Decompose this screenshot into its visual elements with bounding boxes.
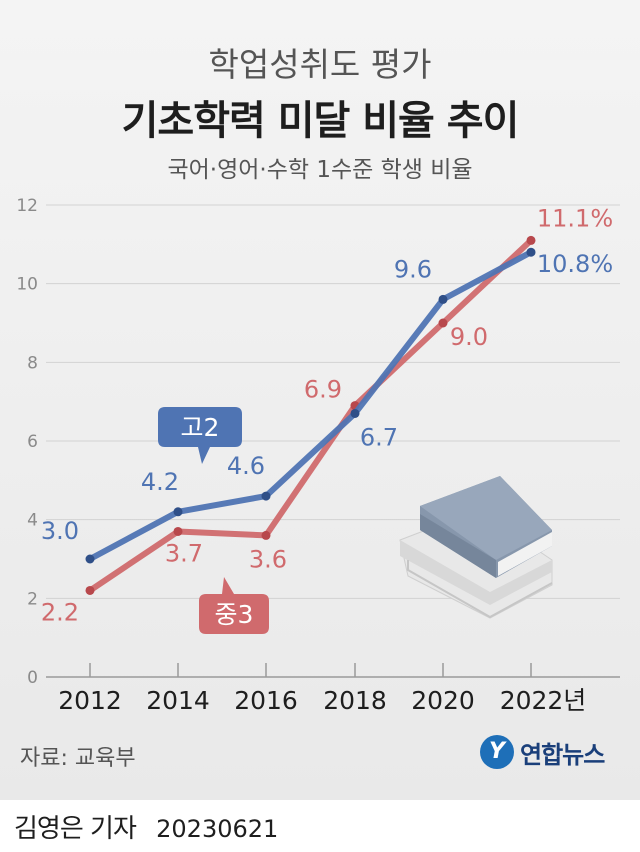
source-note: 자료: 교육부	[20, 746, 136, 771]
data-point-high	[438, 294, 448, 304]
data-label-middle: 9.0	[450, 323, 488, 351]
agency-logo: Y 연합뉴스	[480, 732, 605, 772]
legend-high: 고2	[158, 407, 242, 464]
data-label-high: 10.8%	[537, 250, 613, 278]
y-tick-label: 0	[27, 668, 38, 688]
data-label-high: 6.7	[360, 423, 398, 451]
data-point-high	[526, 247, 536, 257]
x-tick-label: 2018	[323, 686, 387, 715]
data-point-high	[261, 491, 271, 501]
data-point-high	[350, 408, 360, 418]
data-point-middle	[85, 585, 95, 595]
x-axis-ticks: 2012 2014 2016 2018 2020 2022년	[58, 686, 586, 715]
data-label-high: 4.2	[141, 468, 179, 496]
x-tick-label: 2012	[58, 686, 122, 715]
y-tick-label: 6	[27, 432, 38, 452]
y-tick-label: 4	[27, 511, 38, 531]
data-label-middle: 11.1%	[537, 204, 613, 232]
infographic-card: 학업성취도 평가 기초학력 미달 비율 추이 국어·영어·수학 1수준 학생 비…	[0, 0, 640, 800]
data-point-middle	[438, 318, 448, 328]
publish-date: 20230621	[156, 815, 279, 843]
y-axis-ticks: 0 2 4 6 8 10 12	[16, 196, 38, 688]
reporter-name: 김영은 기자	[14, 814, 137, 844]
y-tick-label: 12	[16, 196, 38, 216]
data-label-high: 3.0	[41, 517, 79, 545]
data-label-high: 4.6	[227, 452, 265, 480]
y-tick-label: 10	[16, 275, 38, 295]
data-point-middle	[526, 235, 536, 245]
legend-high-label: 고2	[181, 413, 220, 442]
data-label-middle: 2.2	[41, 598, 79, 626]
data-point-high	[173, 507, 183, 517]
line-chart: 0 2 4 6 8 10 12 2012 2014 2016 2018 2020 2022년 고2 중…	[16, 196, 620, 715]
logo-text: 연합뉴스	[520, 740, 605, 769]
series-line-middle	[87, 237, 534, 594]
data-point-high	[85, 554, 95, 564]
data-label-middle: 6.9	[304, 376, 342, 404]
chart-title: 기초학력 미달 비율 추이	[121, 98, 520, 144]
data-label-middle: 3.7	[165, 539, 203, 567]
x-tick-label: 2020	[411, 686, 475, 715]
y-tick-label: 2	[27, 589, 38, 609]
chart-subtitle: 국어·영어·수학 1수준 학생 비율	[167, 157, 473, 183]
data-point-middle	[261, 530, 271, 540]
data-point-middle	[173, 526, 183, 536]
y-tick-label: 8	[27, 353, 38, 373]
byline: 김영은 기자 20230621	[14, 808, 278, 845]
legend-middle: 중3	[199, 577, 269, 634]
data-label-high: 9.6	[394, 255, 432, 283]
series-lines	[85, 235, 536, 595]
logo-mark: Y	[480, 735, 514, 769]
supertitle: 학업성취도 평가	[208, 45, 432, 84]
x-tick-label: 2016	[234, 686, 298, 715]
x-tick-label: 2022년	[500, 686, 587, 715]
x-axis-tick-marks	[89, 663, 532, 677]
books-illustration	[399, 476, 553, 619]
series-line-high	[87, 249, 534, 562]
legend-middle-label: 중3	[215, 600, 254, 629]
data-label-middle: 3.6	[249, 545, 287, 573]
data-labels: 2.2 3.7 3.6 6.9 9.0 11.1% 3.0 4.2 4.6 6.7 9.6 10.8%	[41, 204, 613, 626]
x-tick-label: 2014	[146, 686, 210, 715]
